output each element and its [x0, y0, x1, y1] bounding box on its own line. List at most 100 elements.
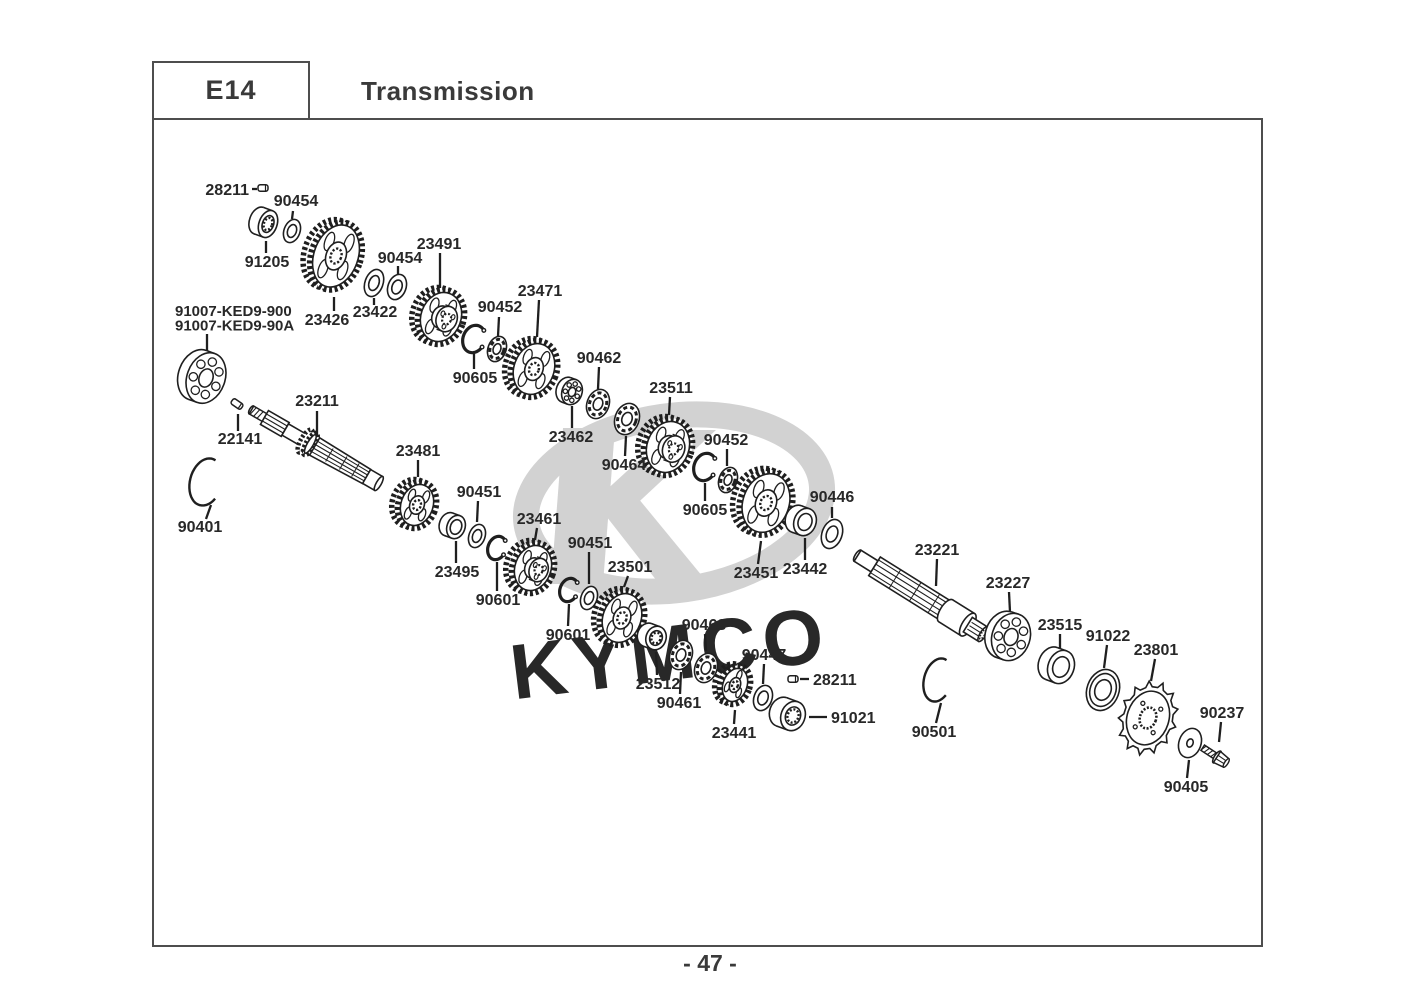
- part-12-90464-drawing: [613, 402, 641, 436]
- part-41-91022-drawing: [1085, 668, 1121, 712]
- part-35-90447-drawing: [752, 684, 774, 712]
- part-11-leader-line: [596, 366, 601, 390]
- part-28-leader-line: [566, 603, 571, 627]
- part-18-90446-drawing: [820, 518, 844, 550]
- part-label-23426: 23426: [305, 312, 350, 329]
- part-24-23495-drawing: [438, 511, 467, 540]
- part-4-23422-drawing: [363, 268, 385, 298]
- part-17-23442-drawing: [784, 504, 818, 537]
- part-15-90452-drawing: [717, 466, 739, 494]
- part-label-23422: 23422: [353, 304, 398, 321]
- part-label-90401: 90401: [178, 519, 223, 536]
- part-11-90462-drawing: [585, 388, 611, 420]
- part-27-23461-drawing: [502, 537, 558, 597]
- part-31-23512-drawing: [636, 622, 668, 651]
- part-label-23442: 23442: [783, 561, 828, 578]
- part-30-23501-drawing: [590, 585, 648, 649]
- part-label-23462: 23462: [549, 429, 594, 446]
- watermark-k-bar: [551, 428, 615, 584]
- part-39-leader-line: [1007, 591, 1012, 613]
- part-33-leader-line: [703, 633, 708, 652]
- part-38-23221-drawing: [852, 549, 990, 643]
- part-label-23512: 23512: [636, 676, 681, 693]
- part-42-leader-line: [934, 702, 943, 724]
- part-label-23227: 23227: [986, 575, 1031, 592]
- part-13-leader-line: [667, 396, 672, 416]
- part-label-23801: 23801: [1134, 642, 1179, 659]
- part-22-leader-line: [204, 504, 213, 520]
- part-39-23227-drawing: [984, 610, 1032, 662]
- part-35-leader-line: [761, 663, 766, 685]
- part-label-90601: 90601: [476, 592, 521, 609]
- part-33-90463-drawing: [693, 652, 719, 684]
- part-label-22141: 22141: [218, 431, 263, 448]
- part-23-23481-drawing: [388, 476, 440, 532]
- part-42-90501-drawing: [922, 657, 948, 703]
- part-43-23801-drawing: [1117, 679, 1180, 757]
- part-label-90452: 90452: [704, 432, 749, 449]
- part-label-90451: 90451: [568, 535, 613, 552]
- part-label2-91007-KED9-90A: 91007-KED9-90A: [175, 318, 294, 335]
- part-21-23211-drawing: [247, 405, 385, 492]
- part-label-91205: 91205: [245, 254, 290, 271]
- part-0-28211-drawing: [257, 184, 269, 192]
- part-label-91022: 91022: [1086, 628, 1131, 645]
- part-45-90237-drawing: [1199, 744, 1230, 769]
- part-32-90461-drawing: [668, 639, 694, 671]
- part-16-leader-line: [756, 540, 763, 565]
- part-label-23501: 23501: [608, 559, 653, 576]
- part-label-23461: 23461: [517, 511, 562, 528]
- part-31-leader-line: [654, 651, 659, 676]
- part-label-90461: 90461: [657, 695, 702, 712]
- part-label-90501: 90501: [912, 724, 957, 741]
- part-34-23441-drawing: [711, 661, 754, 708]
- part-label-91007-KED9-900: 91007-KED9-900: [175, 303, 292, 320]
- section-code: E14: [205, 75, 257, 105]
- part-label-23451: 23451: [734, 565, 779, 582]
- part-37-91021-drawing: [768, 696, 807, 732]
- page-title: Transmission: [361, 76, 535, 106]
- part-3-23426-drawing: [300, 216, 366, 293]
- part-34-leader-line: [732, 709, 737, 725]
- part-label-23495: 23495: [435, 564, 480, 581]
- part-1-91205-drawing: [248, 206, 279, 239]
- diagram-border: [152, 118, 1263, 947]
- part-label-90464: 90464: [602, 457, 647, 474]
- part-label-23211: 23211: [295, 393, 339, 410]
- part-9-23471-drawing: [501, 335, 561, 401]
- part-9-leader-line: [535, 299, 541, 338]
- part-label-90446: 90446: [810, 489, 855, 506]
- part-26-90601-drawing: [486, 534, 508, 562]
- part-label-23491: 23491: [417, 236, 462, 253]
- part-43-leader-line: [1149, 658, 1157, 682]
- part-label-90405: 90405: [1164, 779, 1209, 796]
- part-25-90451-drawing: [467, 523, 487, 549]
- part-label-90237: 90237: [1200, 705, 1245, 722]
- part-41-leader-line: [1102, 644, 1109, 669]
- part-label-23511: 23511: [649, 380, 693, 397]
- part-label-23515: 23515: [1038, 617, 1083, 634]
- part-38-leader-line: [934, 558, 939, 587]
- part-22-90401-drawing: [188, 457, 217, 507]
- part-8-leader-line: [496, 316, 501, 337]
- page-number: - 47 -: [683, 950, 737, 976]
- part-28-90601-drawing: [558, 576, 580, 604]
- part-19-91007-KED9-900-drawing: [176, 348, 227, 405]
- part-7-90605-drawing: [461, 323, 487, 355]
- part-label-90463: 90463: [682, 617, 727, 634]
- part-5-90454-drawing: [386, 273, 408, 301]
- part-label-28211: 28211: [205, 182, 249, 199]
- part-44-90405-drawing: [1177, 727, 1203, 759]
- part-label-90454: 90454: [378, 250, 423, 267]
- part-label-90447: 90447: [742, 647, 787, 664]
- part-label-90451: 90451: [457, 484, 502, 501]
- part-20-22141-drawing: [230, 398, 244, 410]
- part-label-91021: 91021: [831, 710, 876, 727]
- part-10-23462-drawing: [555, 376, 584, 406]
- part-13-23511-drawing: [634, 413, 696, 479]
- part-8-90452-drawing: [486, 335, 508, 363]
- part-6-23491-drawing: [408, 284, 468, 348]
- part-30-leader-line: [622, 575, 630, 588]
